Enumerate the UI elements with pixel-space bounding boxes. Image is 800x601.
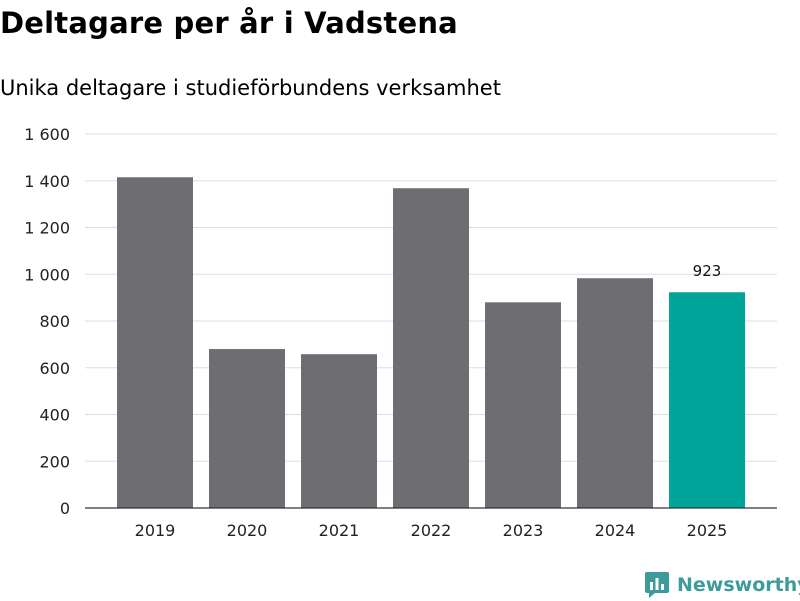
y-tick-label: 1 000 [24,265,70,284]
y-tick-label: 0 [60,499,70,518]
y-tick-label: 1 600 [24,125,70,144]
x-tick-label: 2021 [319,521,360,540]
bar-chart-logo-icon [645,572,669,598]
brand-name: Newsworthy [677,574,800,596]
y-tick-label: 1 400 [24,172,70,191]
brand-logo: Newsworthy [645,569,800,601]
y-tick-label: 200 [39,452,70,471]
x-tick-label: 2020 [227,521,268,540]
y-tick-label: 800 [39,312,70,331]
bar [117,177,193,508]
y-tick-label: 1 200 [24,219,70,238]
x-tick-label: 2022 [411,521,452,540]
bar [393,188,469,509]
x-tick-label: 2025 [687,521,728,540]
x-tick-label: 2024 [595,521,636,540]
chart-subtitle: Unika deltagare i studieförbundens verks… [0,76,501,100]
bar [301,354,377,508]
bar [485,302,561,508]
x-tick-label: 2019 [135,521,176,540]
y-tick-label: 400 [39,406,70,425]
bar [577,278,653,508]
x-tick-label: 2023 [503,521,544,540]
bar [209,349,285,508]
bar [669,292,745,508]
y-tick-label: 600 [39,359,70,378]
chart-title: Deltagare per år i Vadstena [0,6,458,40]
data-label: 923 [693,262,722,280]
